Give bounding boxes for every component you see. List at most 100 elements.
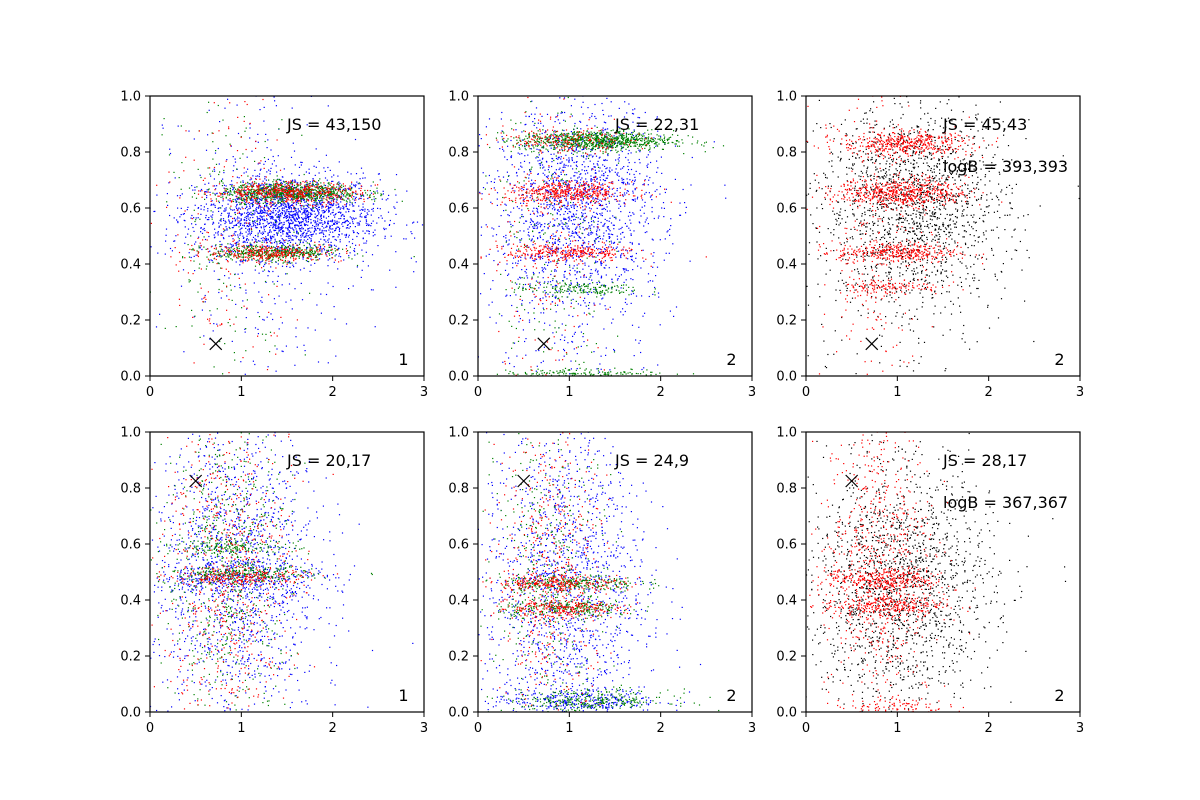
scatter-point — [224, 220, 226, 222]
scatter-point — [295, 198, 297, 200]
scatter-point — [232, 251, 234, 253]
scatter-point — [212, 253, 214, 255]
scatter-point — [312, 247, 314, 249]
scatter-point — [313, 210, 315, 212]
scatter-point — [246, 251, 248, 253]
scatter-point — [197, 255, 199, 258]
scatter-point — [305, 217, 307, 219]
scatter-point — [297, 247, 299, 249]
scatter-point — [217, 104, 219, 107]
scatter-point — [311, 189, 313, 191]
scatter-point — [244, 184, 246, 186]
scatter-point — [258, 252, 260, 254]
scatter-point — [244, 331, 246, 333]
scatter-point — [197, 207, 200, 209]
scatter-point — [285, 215, 287, 218]
scatter-point — [320, 214, 322, 216]
scatter-point — [242, 189, 244, 192]
scatter-point — [616, 188, 618, 190]
scatter-point — [275, 221, 277, 223]
scatter-point — [353, 218, 355, 220]
scatter-point — [251, 197, 253, 199]
scatter-point — [274, 219, 276, 221]
scatter-point — [303, 185, 306, 187]
scatter-point — [315, 197, 318, 199]
scatter-point — [319, 204, 321, 206]
scatter-point — [229, 193, 231, 195]
scatter-point — [253, 224, 255, 226]
scatter-point — [344, 222, 346, 224]
scatter-point — [271, 252, 273, 255]
scatter-point — [336, 222, 338, 224]
scatter-point — [270, 254, 272, 256]
scatter-point — [336, 198, 338, 200]
scatter-point — [297, 220, 299, 223]
scatter-point — [195, 254, 197, 256]
scatter-point — [618, 160, 620, 162]
scatter-point — [204, 191, 206, 193]
scatter-point — [269, 203, 271, 205]
scatter-point — [255, 195, 257, 197]
scatter-point — [307, 185, 309, 187]
scatter-point — [195, 241, 197, 243]
scatter-point — [310, 212, 312, 214]
scatter-point — [543, 166, 545, 168]
scatter-point — [307, 224, 309, 226]
scatter-point — [209, 254, 211, 256]
scatter-point — [237, 251, 239, 253]
scatter-point — [237, 116, 239, 118]
scatter-point — [329, 201, 331, 203]
scatter-point — [312, 258, 314, 261]
scatter-point — [251, 255, 253, 257]
scatter-point — [319, 196, 321, 198]
scatter-point — [211, 260, 213, 262]
scatter-point — [249, 256, 251, 258]
scatter-point — [296, 190, 298, 192]
scatter-point — [252, 195, 254, 197]
scatter-point — [306, 124, 308, 126]
scatter-point — [346, 208, 348, 210]
scatter-point — [292, 192, 294, 194]
scatter-point — [250, 178, 253, 180]
scatter-point — [321, 193, 323, 195]
scatter-point — [275, 254, 277, 256]
scatter-point — [296, 346, 298, 348]
scatter-point — [384, 220, 386, 222]
scatter-point — [291, 190, 293, 192]
scatter-point — [313, 189, 315, 191]
scatter-point — [323, 215, 325, 217]
scatter-point — [261, 248, 264, 250]
scatter-point — [347, 171, 349, 173]
scatter-point — [269, 173, 271, 175]
scatter-point — [305, 214, 307, 216]
scatter-point — [269, 253, 271, 255]
scatter-point — [340, 211, 342, 213]
scatter-point — [330, 200, 332, 202]
scatter-point — [519, 239, 521, 241]
scatter-point — [275, 252, 277, 254]
scatter-point — [250, 188, 252, 190]
scatter-point — [355, 244, 357, 246]
scatter-point — [240, 213, 242, 215]
scatter-point — [323, 210, 325, 212]
scatter-point — [376, 190, 378, 192]
scatter-point — [620, 254, 622, 256]
scatter-point — [274, 221, 277, 223]
scatter-point — [610, 115, 612, 117]
scatter-point — [326, 197, 328, 199]
scatter-point — [291, 262, 293, 264]
scatter-point — [228, 250, 230, 252]
scatter-point — [314, 262, 316, 264]
scatter-point — [344, 192, 346, 194]
scatter-point — [319, 246, 322, 248]
scatter-point — [279, 219, 281, 221]
scatter-point — [284, 253, 286, 255]
scatter-point — [334, 250, 336, 252]
scatter-point — [325, 253, 327, 255]
scatter-point — [237, 132, 240, 135]
scatter-point — [279, 254, 281, 256]
scatter-point — [319, 196, 322, 198]
scatter-point — [311, 235, 313, 237]
scatter-point — [279, 252, 281, 254]
scatter-point — [351, 193, 353, 195]
